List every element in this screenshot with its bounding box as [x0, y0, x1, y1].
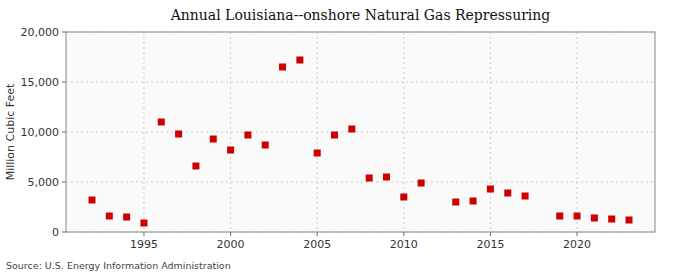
- point: [331, 132, 338, 139]
- point: [262, 142, 269, 149]
- tick-label: 2000: [217, 238, 245, 251]
- point: [279, 64, 286, 71]
- grid-line: [66, 132, 655, 133]
- tick-label: 15,000: [21, 76, 60, 89]
- point: [574, 213, 581, 220]
- plot-frame: [66, 32, 655, 232]
- point: [504, 190, 511, 197]
- tick-mark: [62, 132, 66, 133]
- tick-mark: [403, 232, 404, 236]
- tick-label: 1995: [130, 238, 158, 251]
- point: [400, 194, 407, 201]
- tick-mark: [230, 232, 231, 236]
- grid-line: [143, 32, 144, 232]
- tick-label: 2020: [563, 238, 591, 251]
- points: [88, 57, 632, 227]
- point: [626, 217, 633, 224]
- y-axis-label: Million Cubic Feet: [4, 83, 17, 180]
- point: [192, 163, 199, 170]
- grid-line: [66, 182, 655, 183]
- point: [522, 193, 529, 200]
- tick-label: 2005: [303, 238, 331, 251]
- tick-mark: [143, 232, 144, 236]
- source-note: Source: U.S. Energy Information Administ…: [6, 260, 231, 271]
- tick-label: 2010: [390, 238, 418, 251]
- point: [452, 199, 459, 206]
- tick-label: 10,000: [21, 126, 60, 139]
- point: [244, 132, 251, 139]
- point: [366, 175, 373, 182]
- tick-label: 5,000: [28, 176, 60, 189]
- tick-mark: [62, 182, 66, 183]
- point: [418, 180, 425, 187]
- tick-mark: [62, 82, 66, 83]
- point: [175, 131, 182, 138]
- point: [591, 215, 598, 222]
- grid: [66, 32, 655, 232]
- title: Annual Louisiana--onshore Natural Gas Re…: [170, 7, 551, 23]
- grid-line: [403, 32, 404, 232]
- plot-area: [66, 32, 655, 232]
- point: [383, 174, 390, 181]
- point: [106, 213, 113, 220]
- tick-label: 0: [52, 226, 59, 239]
- grid-line: [230, 32, 231, 232]
- tick-mark: [317, 232, 318, 236]
- grid-line: [66, 82, 655, 83]
- tick-label: 2015: [476, 238, 504, 251]
- tick-mark: [490, 232, 491, 236]
- tick-mark: [62, 232, 66, 233]
- point: [487, 186, 494, 193]
- point: [296, 57, 303, 64]
- point: [210, 136, 217, 143]
- point: [314, 150, 321, 157]
- point: [348, 126, 355, 133]
- point: [123, 214, 130, 221]
- point: [470, 198, 477, 205]
- point: [227, 147, 234, 154]
- point: [158, 119, 165, 126]
- point: [556, 213, 563, 220]
- point: [88, 197, 95, 204]
- tick-label: 20,000: [21, 26, 60, 39]
- chart: 1995 2000 2005 2010 2015 2020 0 5,000 10,000 15,0…: [0, 0, 675, 275]
- tick-mark: [62, 32, 66, 33]
- point: [608, 216, 615, 223]
- tick-mark: [577, 232, 578, 236]
- point: [140, 220, 147, 227]
- grid-line: [490, 32, 491, 232]
